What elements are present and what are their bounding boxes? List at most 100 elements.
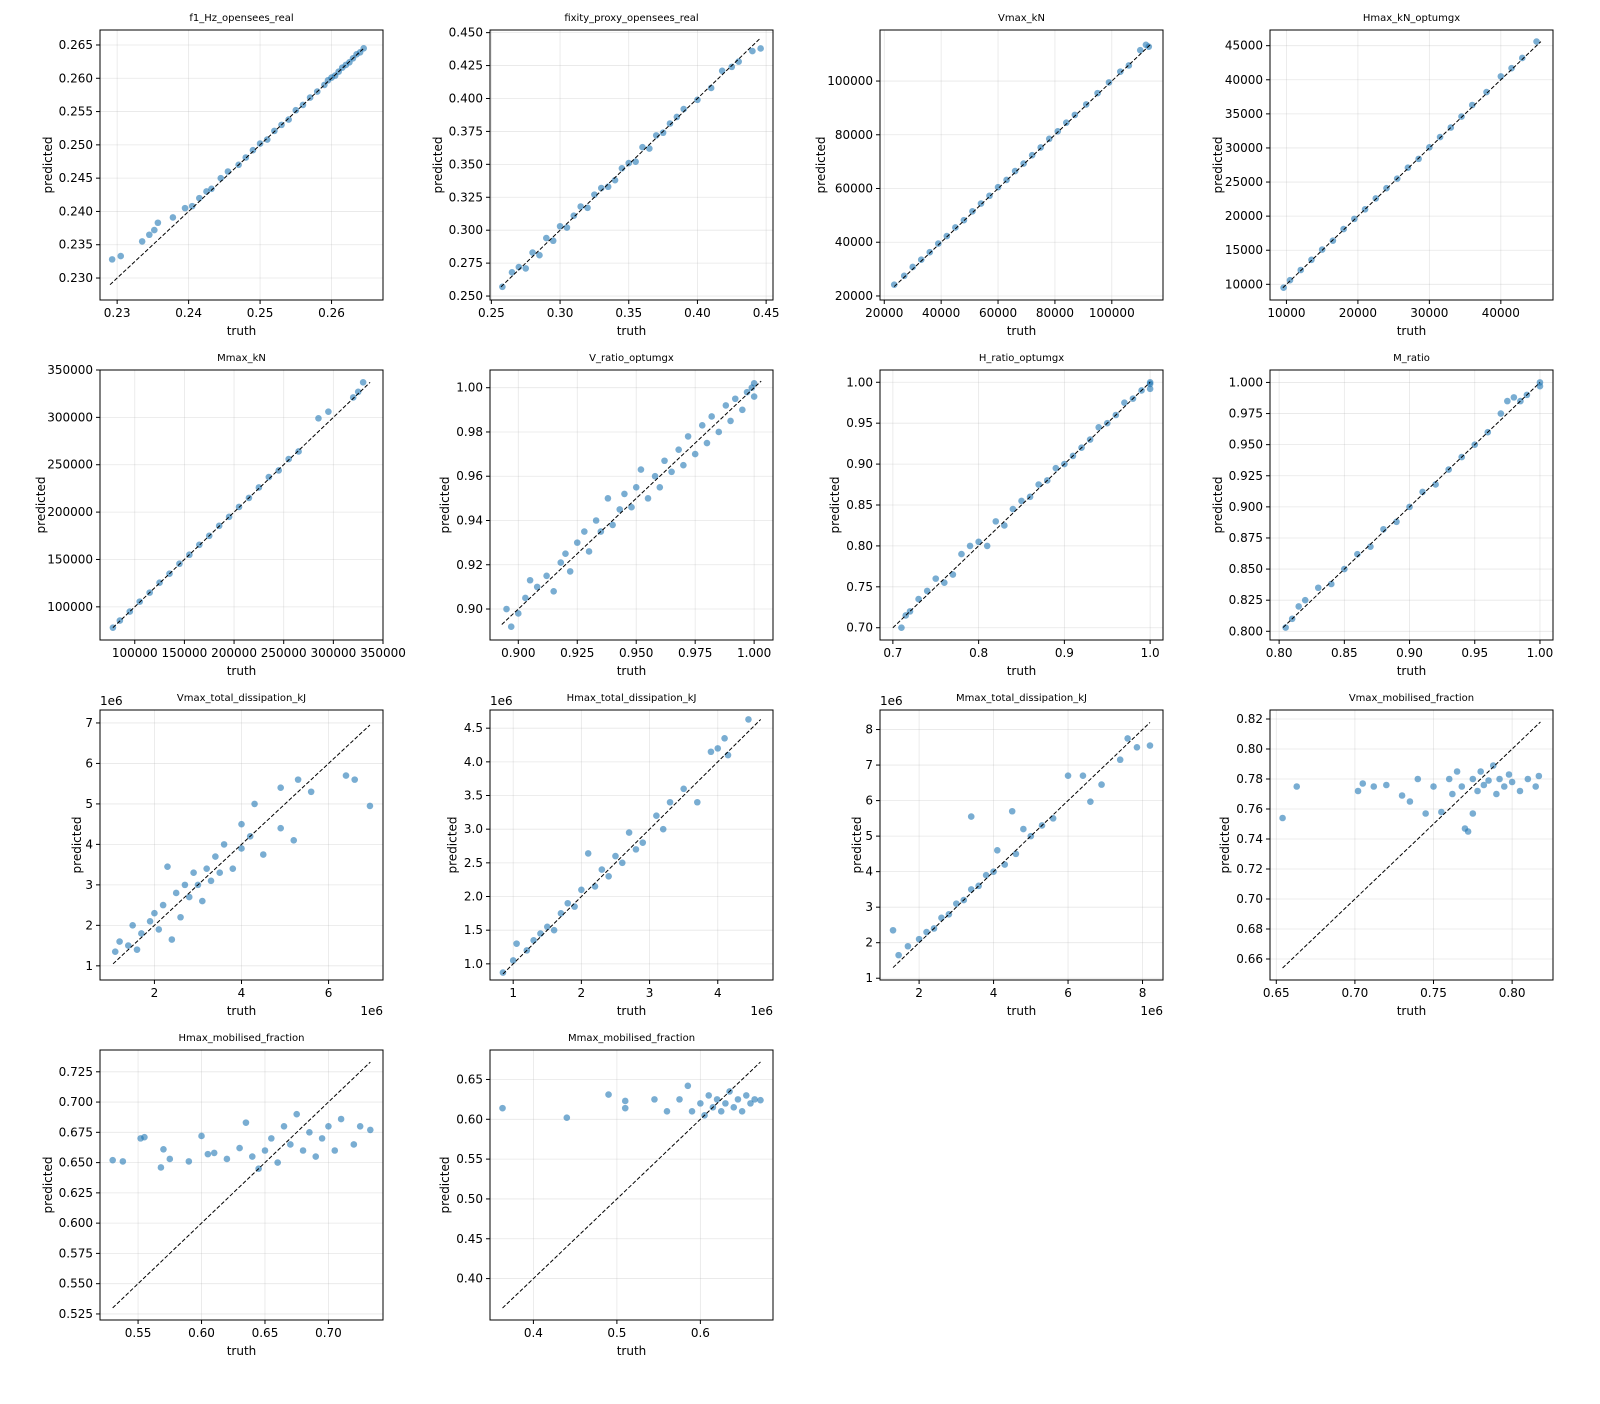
x-tick-label: 4: [714, 986, 722, 1000]
x-tick-label: 0.45: [753, 306, 780, 320]
data-point: [708, 413, 715, 420]
data-point: [557, 910, 565, 917]
data-point: [1536, 382, 1544, 390]
y-axis-label: predicted: [1211, 137, 1225, 194]
data-point: [632, 158, 639, 166]
data-point: [639, 839, 647, 846]
data-point: [900, 272, 908, 280]
x-tick-label: 200000: [211, 646, 257, 660]
data-point: [325, 408, 332, 415]
data-point: [530, 936, 537, 944]
data-point: [646, 145, 653, 152]
y-tick-label: 0.275: [449, 256, 483, 270]
x-tick-label: 6: [1064, 986, 1072, 1000]
y-tick-label: 0.65: [456, 1072, 483, 1086]
data-point: [585, 548, 593, 555]
x-tick-label: 0.95: [1461, 646, 1488, 660]
data-point: [543, 234, 550, 242]
data-point: [724, 751, 732, 759]
subplot-title: Vmax_mobilised_fraction: [1349, 693, 1474, 704]
data-point: [1028, 151, 1036, 159]
x-tick-label: 3: [646, 986, 654, 1000]
data-point: [146, 231, 153, 239]
y-tick-label: 0.825: [1229, 593, 1263, 607]
data-point: [621, 490, 628, 498]
data-point: [659, 825, 667, 833]
data-point: [697, 1100, 704, 1107]
subplot-mmax-kn: 100000 150000 200000 250000 300000 3500001000…: [34, 353, 406, 678]
x-tick-label: 0.35: [615, 306, 642, 320]
data-point: [1354, 550, 1361, 558]
data-point: [242, 1119, 250, 1126]
axes-frame: [879, 29, 1164, 301]
data-point: [509, 957, 517, 964]
x-axis-label: truth: [227, 1344, 257, 1358]
data-point: [533, 583, 541, 591]
x-axis-label: truth: [617, 1004, 647, 1018]
data-point: [1020, 160, 1027, 167]
data-point: [109, 1156, 116, 1164]
y-tick-label: 0.950: [1229, 438, 1263, 452]
y-tick-label: 0.235: [59, 238, 93, 252]
x-tick-label: 2: [578, 986, 586, 1000]
x-axis-label: truth: [617, 324, 647, 338]
y-tick-label: 0.68: [1236, 922, 1263, 936]
y-tick-label: 0.50: [456, 1192, 483, 1206]
data-point: [550, 926, 558, 934]
subplot-title: H_ratio_optumgx: [979, 353, 1064, 364]
x-tick-label: 20000: [1339, 306, 1377, 320]
x-tick-label: 150000: [161, 646, 207, 660]
data-point: [698, 422, 706, 429]
data-point: [1087, 798, 1094, 805]
data-point: [261, 1147, 269, 1154]
y-tick-label: 350000: [47, 363, 93, 377]
data-point: [993, 847, 1001, 854]
data-point: [570, 212, 578, 220]
y-tick-label: 5: [865, 829, 873, 843]
data-point: [749, 47, 756, 55]
y-tick-label: 15000: [1225, 243, 1263, 257]
data-point: [969, 208, 976, 215]
data-point: [1146, 380, 1154, 388]
x-tick-label: 0.75: [1420, 986, 1447, 1000]
x-tick-label: 10000: [1267, 306, 1305, 320]
data-point: [1489, 762, 1497, 769]
x-tick-label: 0.24: [175, 306, 202, 320]
data-point: [731, 395, 739, 403]
x-tick-label: 4: [238, 986, 246, 1000]
data-point: [277, 784, 284, 792]
x-tick-label: 100000: [112, 646, 158, 660]
subplot-title: Mmax_mobilised_fraction: [568, 1033, 695, 1044]
identity-line: [1282, 382, 1541, 628]
subplot-title: Hmax_total_dissipation_kJ: [567, 693, 697, 704]
y-tick-label: 1.000: [1229, 375, 1263, 389]
data-point: [747, 1100, 754, 1107]
data-point: [354, 388, 362, 396]
x-axis-label: truth: [1397, 664, 1427, 678]
data-point: [1497, 73, 1505, 80]
data-point: [236, 1144, 243, 1152]
data-point: [637, 466, 645, 473]
x-tick-label: 0.925: [560, 646, 594, 660]
data-point: [292, 106, 300, 114]
axes-frame: [489, 1049, 774, 1321]
x-tick-label: 0.900: [501, 646, 535, 660]
data-point: [550, 588, 557, 595]
data-point: [952, 224, 959, 231]
subplot-title: Mmax_total_dissipation_kJ: [956, 693, 1087, 704]
data-point: [1383, 781, 1390, 789]
data-point: [172, 889, 180, 897]
x-tick-label: 1: [509, 986, 517, 1000]
data-point: [609, 521, 616, 529]
y-tick-label: 0.375: [449, 124, 483, 138]
data-point: [651, 1096, 658, 1103]
data-point: [1079, 772, 1087, 780]
x-tick-label: 30000: [1410, 306, 1448, 320]
x-axis-label: truth: [1397, 324, 1427, 338]
x-tick-label: 0.8: [969, 646, 988, 660]
axes-frame: [879, 709, 1164, 981]
data-point: [967, 813, 975, 820]
data-point: [656, 483, 664, 491]
data-point: [556, 222, 564, 230]
data-point: [751, 1096, 758, 1103]
